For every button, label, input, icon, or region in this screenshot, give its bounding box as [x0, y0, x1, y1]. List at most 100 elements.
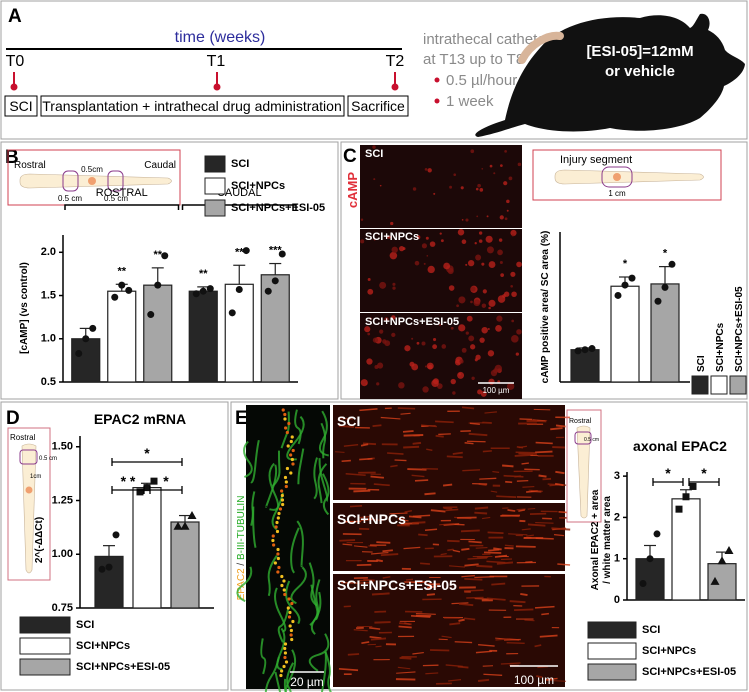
timepoint: T1 — [207, 53, 226, 70]
fiber — [539, 634, 558, 638]
y-tick-label: 3 — [614, 470, 620, 482]
cell — [389, 251, 398, 260]
legend-label: SCI+NPCs — [715, 322, 726, 372]
signal — [287, 421, 291, 426]
fiber — [308, 562, 318, 607]
cell — [425, 236, 429, 240]
mouse-label: or vehicle — [605, 63, 675, 80]
fiber — [380, 553, 399, 557]
chart-title: axonal EPAC2 — [633, 438, 727, 454]
data-point — [228, 309, 236, 317]
fiber — [370, 637, 387, 641]
fiber — [545, 677, 558, 681]
data-point — [654, 297, 662, 305]
fiber — [267, 555, 278, 597]
data-point — [98, 565, 106, 573]
fiber — [474, 506, 489, 510]
signal — [288, 624, 292, 628]
signal — [291, 462, 295, 466]
data-point — [271, 277, 279, 285]
cell — [392, 286, 396, 290]
fiber — [374, 621, 391, 624]
cell — [517, 162, 522, 167]
cell — [414, 260, 420, 266]
fiber — [529, 512, 547, 516]
fiber — [265, 464, 278, 508]
cell — [426, 255, 429, 257]
cell — [486, 246, 494, 254]
cell — [488, 299, 496, 307]
fiber — [504, 544, 514, 547]
signal — [283, 655, 287, 660]
schematic-text: 0.5cm — [81, 165, 103, 174]
fiber — [338, 667, 359, 672]
cell — [516, 329, 522, 335]
scale-bar-label: 100 µm — [483, 386, 510, 395]
fiber — [534, 644, 542, 648]
fiber — [276, 627, 286, 671]
cell — [467, 259, 475, 267]
segment — [574, 431, 592, 445]
spinal-cord — [21, 443, 37, 574]
fiber — [362, 442, 377, 446]
fiber — [309, 584, 319, 626]
data-point — [724, 545, 734, 554]
cell — [479, 337, 485, 343]
signal — [283, 417, 287, 421]
signal — [282, 664, 286, 669]
cell — [423, 262, 426, 265]
data-point — [668, 260, 676, 268]
fiber — [296, 520, 304, 568]
fiber — [308, 633, 330, 672]
data-point — [199, 287, 207, 295]
phase: SCI — [9, 98, 32, 114]
fiber — [466, 440, 486, 443]
fiber — [506, 642, 525, 644]
schematic-frame — [566, 409, 602, 523]
legend-swatch — [204, 199, 226, 217]
data-point — [717, 556, 727, 565]
fiber — [542, 477, 552, 481]
cell — [478, 231, 483, 235]
cell — [470, 286, 476, 292]
signal — [271, 534, 275, 538]
signal — [276, 552, 280, 556]
data-point — [147, 311, 155, 319]
schematic-text: 0.5 cm — [39, 456, 57, 462]
fiber — [370, 475, 385, 479]
significance: * — [665, 465, 671, 481]
y-tick-label: 1.50 — [52, 441, 73, 453]
bar — [132, 487, 162, 609]
fiber — [360, 518, 372, 521]
schematic-text: 1cm — [30, 474, 41, 480]
panel-c: C cAMP SCI SCI+NPCs SCI+NPCs+ESI-05 100 … — [343, 145, 722, 399]
y-tick-label: 2 — [614, 511, 620, 523]
fiber — [483, 551, 502, 554]
injury — [25, 486, 33, 494]
fiber — [449, 622, 461, 626]
fiber — [408, 515, 422, 519]
fiber — [405, 578, 414, 581]
legend-swatch — [19, 616, 71, 634]
fiber — [535, 441, 553, 445]
cell — [458, 296, 466, 304]
signal — [276, 556, 280, 561]
cell — [489, 164, 493, 168]
fiber — [503, 474, 524, 478]
signal — [271, 538, 275, 543]
cell — [481, 262, 485, 266]
fiber — [490, 490, 498, 493]
injury — [88, 177, 96, 185]
fiber — [297, 448, 305, 485]
y-tick-label: 1.00 — [52, 548, 73, 560]
category-bracket — [181, 204, 297, 210]
schematic-frame — [532, 149, 722, 201]
signal — [282, 579, 286, 583]
fiber — [349, 505, 363, 508]
signal — [283, 592, 287, 597]
fiber — [464, 577, 483, 581]
category-label: ROSTRAL — [96, 187, 148, 199]
legend-label: SCI — [696, 355, 707, 372]
mouse-label: [ESI-05]=12mM — [586, 43, 693, 60]
fiber — [468, 432, 488, 437]
